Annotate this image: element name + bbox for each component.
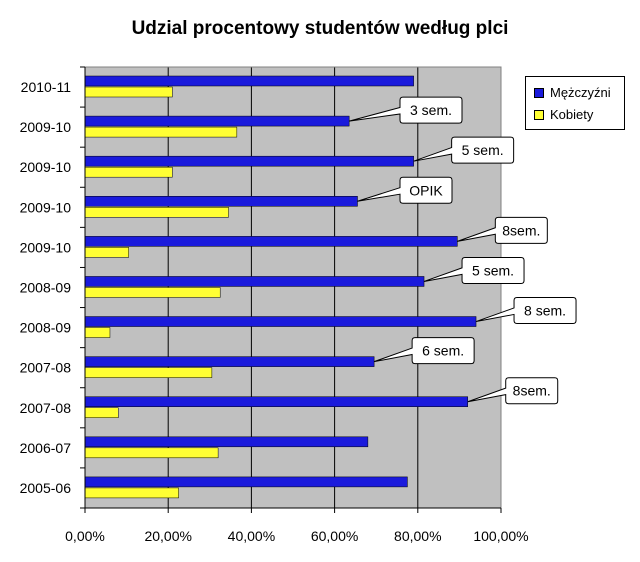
x-tick-label: 40,00% [228,528,275,544]
bar-men [84,236,458,247]
bar-men [84,196,358,207]
legend: Mężczyźni Kobiety [525,76,625,130]
x-tick-label: 60,00% [311,528,358,544]
bar-women [84,327,111,338]
annotation-callout [475,297,577,325]
annotation-label: 5 sem. [472,262,514,278]
annotation-label: 8 sem. [524,303,566,319]
bar-women [84,287,221,298]
annotation-label: 8sem. [502,222,540,238]
bar-women [84,247,129,258]
legend-swatch-women [534,109,544,120]
bar-men [84,476,408,488]
annotation-label: 6 sem. [422,343,464,359]
y-tick-label: 2007-08 [20,400,72,416]
annotation-callout [349,96,463,124]
legend-item-women: Kobiety [534,107,593,122]
bar-men [84,396,468,407]
annotation-callout [457,216,548,244]
x-tick-label: 20,00% [144,528,191,544]
y-tick-label: 2008-09 [20,280,72,296]
y-tick-label: 2008-09 [20,320,72,336]
bar-women [84,86,173,98]
y-tick-label: 2009-10 [20,239,72,255]
legend-swatch-men [534,87,544,98]
bar-women [84,207,229,218]
chart-title: Udzial procentowy studentów według plci [131,18,509,39]
bar-women [84,407,119,418]
bar-men [84,356,375,367]
y-tick-label: 2009-10 [20,159,72,175]
legend-item-men: Mężczyźni [534,85,611,100]
x-tick-label: 80,00% [394,528,441,544]
bar-women [84,166,173,178]
bar-women [84,487,179,499]
y-tick-label: 2009-10 [20,199,72,215]
annotation-label: 8sem. [513,383,551,399]
annotation-label: OPIK [409,182,443,198]
y-tick-label: 2009-10 [20,119,72,135]
annotation-callout [373,337,475,365]
annotation-label: 3 sem. [410,102,452,118]
y-tick-label: 2006-07 [20,440,72,456]
annotation-callout [357,176,453,204]
x-tick-label: 100,00% [473,528,528,544]
y-tick-label: 2005-06 [20,480,72,496]
y-tick-label: 2010-11 [21,79,72,95]
x-tick-label: 0,00% [65,528,105,544]
bar-men [84,276,425,287]
bar-women [84,367,213,378]
bar-men [84,316,477,327]
bar-men [84,436,369,448]
annotation-label: 5 sem. [462,142,504,158]
legend-label-men: Mężczyźni [550,85,611,100]
bar-men [84,115,350,127]
y-tick-label: 2007-08 [20,360,72,376]
annotation-callout [467,377,559,405]
bar-men [84,75,414,87]
annotation-callout [423,256,525,284]
bar-women [84,126,238,138]
legend-label-women: Kobiety [550,107,594,122]
annotation-callout [413,136,515,164]
bar-men [84,155,414,167]
bar-women [84,447,219,459]
